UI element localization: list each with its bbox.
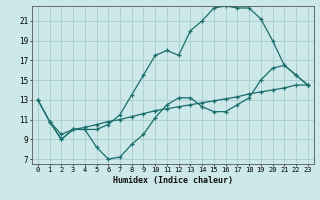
X-axis label: Humidex (Indice chaleur): Humidex (Indice chaleur) <box>113 176 233 185</box>
